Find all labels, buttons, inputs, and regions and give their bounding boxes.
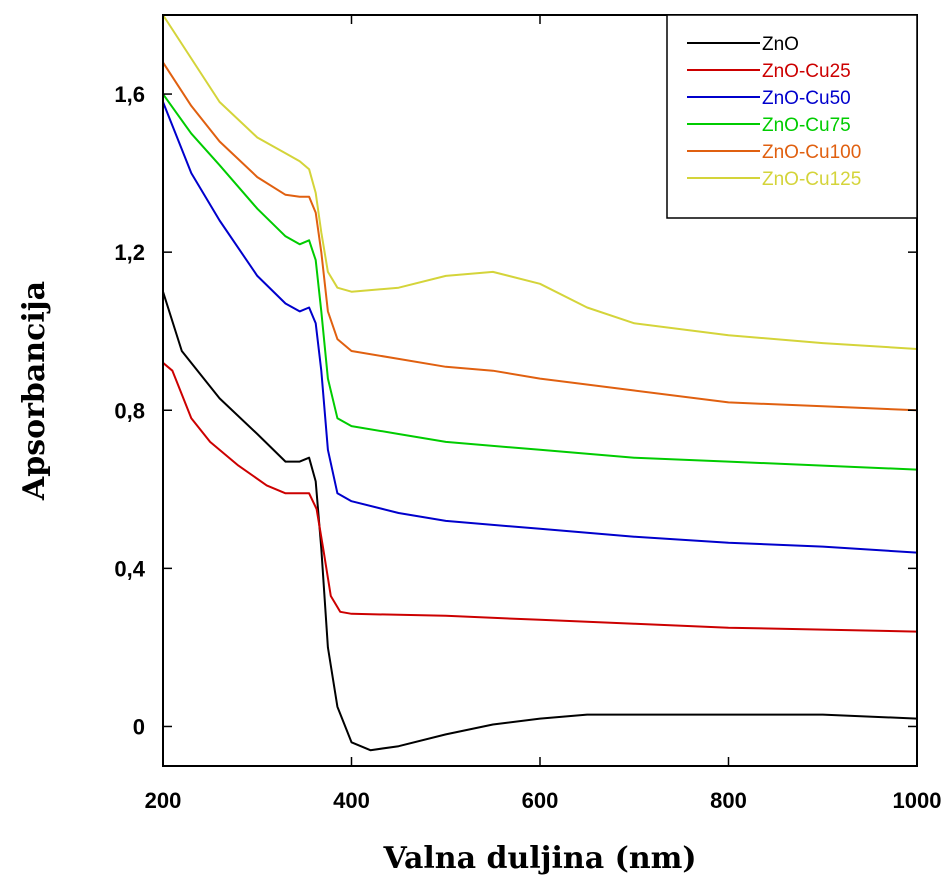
legend-label: ZnO-Cu125 xyxy=(762,169,861,190)
series-line-3 xyxy=(162,93,918,471)
y-axis-title: Apsorbancija xyxy=(17,281,52,501)
series-line-5 xyxy=(162,14,918,350)
y-tick-label: 0,4 xyxy=(114,556,145,581)
y-tick-label: 0 xyxy=(133,714,145,739)
series-line-0 xyxy=(162,291,918,752)
x-axis-title: Valna duljina (nm) xyxy=(382,841,696,876)
legend: ZnO ZnO-Cu25 ZnO-Cu50 ZnO-Cu75 ZnO-Cu100 ZnO-… xyxy=(666,14,918,219)
y-tick-label: 0,8 xyxy=(114,398,145,423)
legend-label: ZnO-Cu75 xyxy=(762,115,851,136)
legend-label: ZnO-Cu25 xyxy=(762,61,851,82)
legend-label: ZnO xyxy=(762,34,799,55)
x-tick-label: 200 xyxy=(145,788,182,813)
x-tick-label: 800 xyxy=(710,788,747,813)
x-tick-label: 600 xyxy=(522,788,559,813)
series-layer xyxy=(162,14,918,752)
y-tick-label: 1,2 xyxy=(114,240,145,265)
series-line-1 xyxy=(162,362,918,633)
legend-box xyxy=(666,14,918,219)
series-line-2 xyxy=(162,101,918,554)
x-tick-label: 400 xyxy=(333,788,370,813)
legend-label: ZnO-Cu50 xyxy=(762,88,851,109)
legend-label: ZnO-Cu100 xyxy=(762,142,861,163)
x-tick-label: 1000 xyxy=(893,788,942,813)
series-line-4 xyxy=(162,61,918,412)
y-tick-label: 1,6 xyxy=(114,82,145,107)
tick-layer: 200 400 600 800 1000 0 0,4 0,8 1,2 1,6 xyxy=(114,15,941,813)
